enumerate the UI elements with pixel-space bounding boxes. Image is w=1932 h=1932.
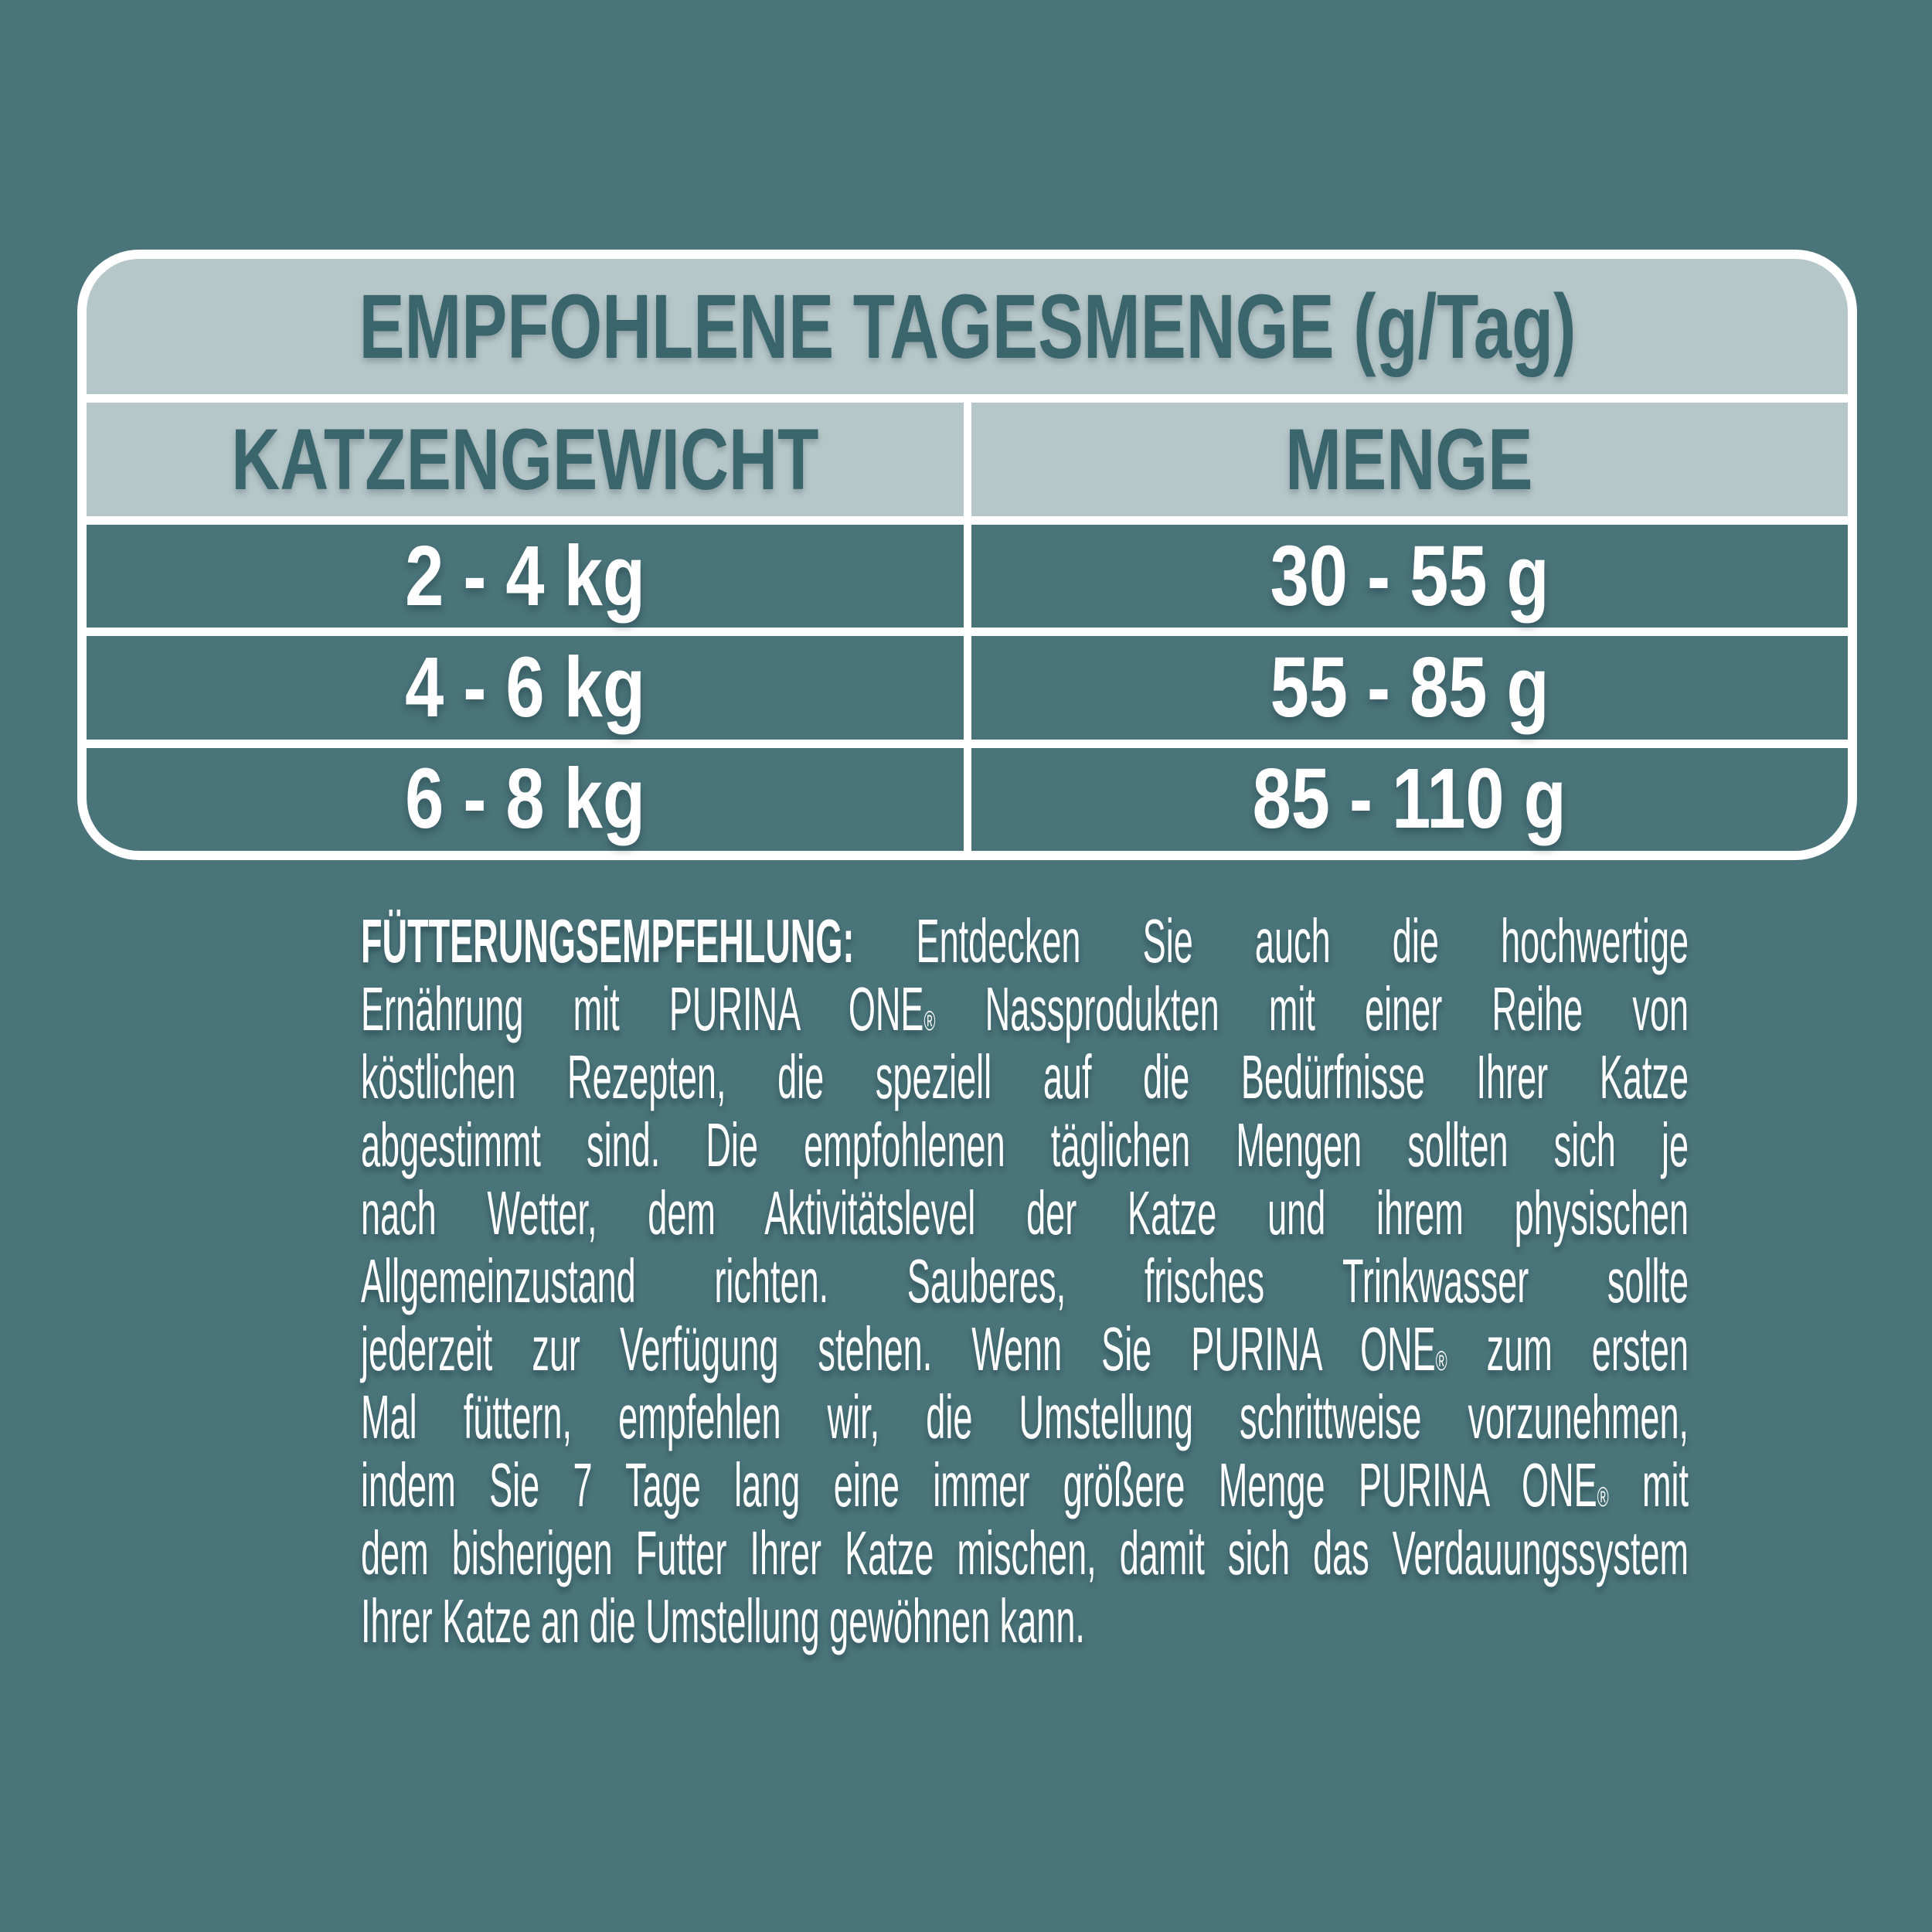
paragraph-segment: Entdecken Sie auch die hochwertige xyxy=(854,906,1689,975)
paragraph-segment: Mal füttern, empfehlen wir, die Umstellu… xyxy=(361,1383,1689,1451)
feeding-recommendation-text: FÜTTERUNGSEMPFEHLUNG: Entdecken Sie auch… xyxy=(361,907,1689,1655)
paragraph-segment: abgestimmt sind. Die empfohlenen täglich… xyxy=(361,1111,1689,1179)
table-row-2-amount-value: 55 - 85 g xyxy=(1270,639,1549,735)
table-title-band: EMPFOHLENE TAGESMENGE (g/Tag) xyxy=(87,259,1848,394)
paragraph-line-1: FÜTTERUNGSEMPFEHLUNG: Entdecken Sie auch… xyxy=(361,907,1689,975)
table-row-2-weight-value: 4 - 6 kg xyxy=(404,639,645,735)
paragraph-line-6: Allgemeinzustand richten. Sauberes, fris… xyxy=(361,1247,1689,1315)
table-row-2-weight-cell: 4 - 6 kg xyxy=(87,636,964,740)
paragraph-segment: Nassprodukten mit einer Reihe von xyxy=(935,975,1689,1043)
paragraph-segment: nach Wetter, dem Aktivitätslevel der Kat… xyxy=(361,1179,1689,1247)
column-header-cat-weight: KATZENGEWICHT xyxy=(87,403,964,516)
table-row-3-weight-value: 6 - 8 kg xyxy=(404,751,645,847)
table-row-1-amount-cell: 30 - 55 g xyxy=(971,525,1848,628)
feeding-table: EMPFOHLENE TAGESMENGE (g/Tag) KATZENGEWI… xyxy=(77,250,1857,860)
paragraph-line-7: jederzeit zur Verfügung stehen. Wenn Sie… xyxy=(361,1315,1689,1383)
paragraph-line-5: nach Wetter, dem Aktivitätslevel der Kat… xyxy=(361,1179,1689,1247)
paragraph-segment: köstlichen Rezepten, die speziell auf di… xyxy=(361,1043,1689,1111)
table-row-1-amount-value: 30 - 55 g xyxy=(1270,528,1549,624)
column-header-amount: MENGE xyxy=(971,403,1848,516)
paragraph-line-4: abgestimmt sind. Die empfohlenen täglich… xyxy=(361,1111,1689,1179)
table-row-3-weight-cell: 6 - 8 kg xyxy=(87,747,964,851)
registered-trademark-symbol: ® xyxy=(923,1005,936,1036)
registered-trademark-symbol: ® xyxy=(1597,1481,1609,1512)
paragraph-segment: indem Sie 7 Tage lang eine immer größere… xyxy=(361,1451,1597,1519)
registered-trademark-symbol: ® xyxy=(1435,1345,1447,1376)
table-row-1-weight-value: 2 - 4 kg xyxy=(404,528,645,624)
paragraph-line-11: Ihrer Katze an die Umstellung gewöhnen k… xyxy=(361,1587,1689,1655)
paragraph-segment: jederzeit zur Verfügung stehen. Wenn Sie… xyxy=(361,1315,1436,1383)
table-row-3-amount-cell: 85 - 110 g xyxy=(971,747,1848,851)
paragraph-segment: Allgemeinzustand richten. Sauberes, fris… xyxy=(361,1247,1689,1315)
table-row-2-amount-cell: 55 - 85 g xyxy=(971,636,1848,740)
column-header-cat-weight-label: KATZENGEWICHT xyxy=(231,410,819,508)
paragraph-segment: Ihrer Katze an die Umstellung gewöhnen k… xyxy=(361,1587,1085,1655)
paragraph-line-2: Ernährung mit PURINA ONE® Nassprodukten … xyxy=(361,975,1689,1043)
paragraph-segment: Ernährung mit PURINA ONE xyxy=(361,975,924,1043)
paragraph-line-10: dem bisherigen Futter Ihrer Katze mische… xyxy=(361,1519,1689,1587)
paragraph-line-8: Mal füttern, empfehlen wir, die Umstellu… xyxy=(361,1383,1689,1451)
paragraph-lead-in: FÜTTERUNGSEMPFEHLUNG: xyxy=(361,906,855,975)
column-header-amount-label: MENGE xyxy=(1285,410,1533,508)
paragraph-line-3: köstlichen Rezepten, die speziell auf di… xyxy=(361,1043,1689,1111)
table-row-3-amount-value: 85 - 110 g xyxy=(1252,751,1566,847)
paragraph-segment: mit xyxy=(1608,1451,1689,1519)
paragraph-segment: zum ersten xyxy=(1447,1315,1689,1383)
paragraph-segment: dem bisherigen Futter Ihrer Katze mische… xyxy=(361,1519,1689,1587)
paragraph-line-9: indem Sie 7 Tage lang eine immer größere… xyxy=(361,1451,1689,1519)
table-title: EMPFOHLENE TAGESMENGE (g/Tag) xyxy=(358,275,1576,378)
table-row-1-weight-cell: 2 - 4 kg xyxy=(87,525,964,628)
